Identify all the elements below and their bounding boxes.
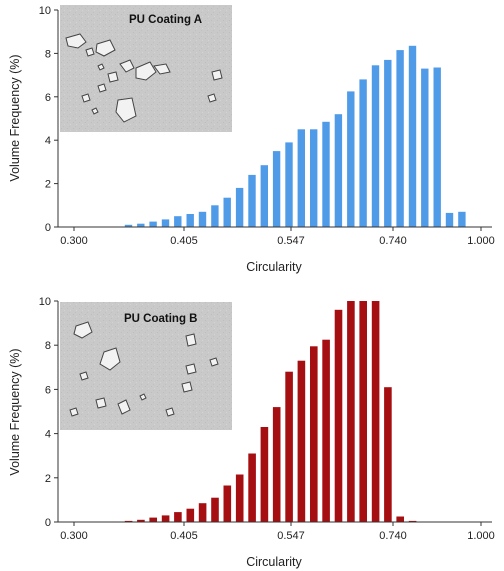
- inset-title: PU Coating B: [124, 313, 197, 325]
- bar: [124, 224, 133, 227]
- bar: [285, 371, 293, 522]
- bar: [211, 497, 219, 522]
- bar: [322, 339, 330, 522]
- y-tick-label: 6: [45, 384, 51, 396]
- y-tick-label: 10: [39, 296, 51, 308]
- x-axis-label: Circularity: [246, 260, 302, 274]
- y-tick-label: 4: [45, 429, 51, 441]
- y-tick-label: 2: [45, 473, 51, 485]
- bar: [458, 211, 466, 227]
- x-tick-label: 0.740: [379, 530, 407, 542]
- bar: [198, 503, 207, 522]
- bar: [396, 516, 404, 522]
- bar: [149, 221, 157, 227]
- particle-shapes: [65, 33, 223, 123]
- x-tick-label: 1.000: [467, 530, 495, 542]
- bar: [260, 165, 268, 227]
- bar: [359, 301, 367, 522]
- bar: [260, 427, 269, 522]
- bar: [161, 219, 170, 227]
- y-tick-label: 6: [45, 92, 51, 104]
- bar-series: [124, 301, 417, 522]
- bar: [137, 519, 145, 522]
- bar: [174, 216, 182, 227]
- bar: [223, 197, 231, 227]
- y-ticks: 0 2 4 6 8 10: [39, 5, 58, 234]
- x-tick-label: 0.300: [60, 530, 88, 542]
- bar: [371, 65, 380, 227]
- micrograph-inset: PU Coating B: [60, 302, 232, 430]
- bar: [186, 214, 194, 227]
- bar: [235, 187, 244, 227]
- x-tick-label: 0.300: [60, 235, 88, 247]
- bar: [421, 68, 429, 227]
- bar: [211, 205, 219, 227]
- bar: [149, 517, 157, 522]
- bar: [235, 474, 244, 522]
- bar: [347, 91, 355, 228]
- bar: [186, 508, 195, 522]
- bar: [310, 346, 318, 522]
- x-tick-label: 0.405: [170, 235, 198, 247]
- bar: [198, 211, 207, 227]
- bar: [384, 59, 392, 228]
- particle-shapes: [69, 321, 219, 417]
- y-axis-label: Volume Frequency (%): [8, 348, 22, 475]
- bar: [371, 301, 380, 522]
- x-ticks: 0.300 0.405 0.547 0.740 1.000: [60, 227, 495, 247]
- bar: [248, 453, 256, 522]
- bar: [272, 151, 281, 227]
- chart-panel-b: 0 2 4 6 8 10 0.300 0.405 0.547 0.740 1.000 Circul…: [8, 296, 495, 569]
- bar: [334, 114, 343, 227]
- bar: [124, 520, 133, 522]
- bar: [137, 223, 145, 227]
- y-tick-label: 2: [45, 179, 51, 191]
- bar: [334, 309, 343, 522]
- chart-panel-a: 0 2 4 6 8 10 0.300 0.405 0.547 0.740 1.000 Circul…: [8, 5, 495, 274]
- x-tick-label: 1.000: [467, 235, 495, 247]
- bar: [359, 79, 367, 228]
- y-tick-label: 8: [45, 340, 51, 352]
- bar: [384, 387, 392, 522]
- y-tick-label: 0: [45, 222, 51, 234]
- bar: [408, 520, 417, 522]
- x-tick-label: 0.405: [170, 530, 198, 542]
- x-tick-label: 0.740: [379, 235, 407, 247]
- bar: [223, 485, 232, 522]
- y-tick-label: 4: [45, 135, 51, 147]
- bar: [310, 129, 318, 227]
- bar: [285, 142, 293, 227]
- y-tick-label: 0: [45, 517, 51, 529]
- bar: [174, 512, 182, 522]
- bar: [347, 301, 355, 522]
- bar: [297, 129, 305, 227]
- x-tick-label: 0.547: [277, 235, 305, 247]
- y-axis-label: Volume Frequency (%): [8, 54, 22, 181]
- x-ticks: 0.300 0.405 0.547 0.740 1.000: [60, 522, 495, 542]
- bar: [272, 407, 281, 522]
- bar: [322, 121, 330, 227]
- bar: [445, 212, 454, 227]
- bar: [161, 515, 170, 522]
- bar: [396, 50, 404, 227]
- inset-title: PU Coating A: [129, 14, 202, 26]
- bar: [297, 360, 306, 522]
- bar: [408, 45, 417, 227]
- bar: [433, 67, 441, 227]
- micrograph-inset: PU Coating A: [60, 5, 232, 132]
- y-tick-label: 10: [39, 5, 51, 17]
- x-axis-label: Circularity: [246, 555, 302, 569]
- y-ticks: 0 2 4 6 8 10: [39, 296, 58, 529]
- bar: [248, 174, 256, 227]
- x-tick-label: 0.547: [277, 530, 305, 542]
- bar-series: [124, 45, 466, 228]
- y-tick-label: 8: [45, 48, 51, 60]
